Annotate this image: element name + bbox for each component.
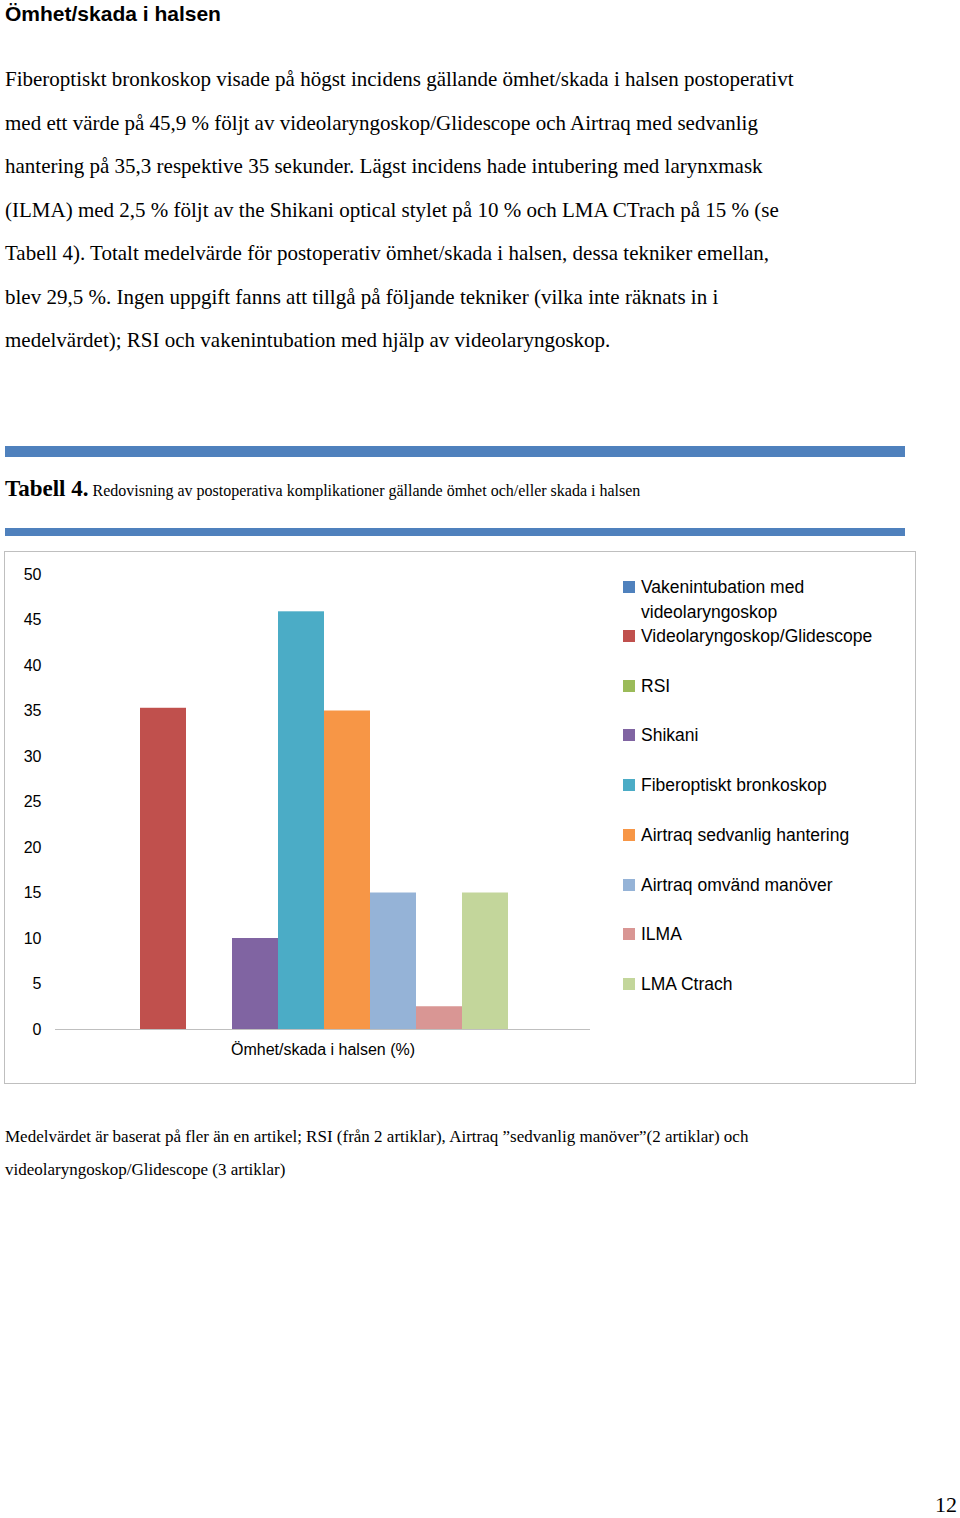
html-text:Tabell 4.Redovisning av postop: Tabell 4.Redovisning av postoperativa ko… [5,476,641,501]
html-text:RSI: RSI [641,675,671,696]
html-text:med ett värde på 45,9 % följt: med ett värde på 45,9 % följt av videola… [5,110,758,135]
svg-text:15: 15 [24,884,42,901]
html-text:medelvärdet); RSI och vakenint: medelvärdet); RSI och vakenintubation me… [5,328,611,352]
svg-text:Ömhet/skada i halsen (%): Ömhet/skada i halsen (%) [231,1041,415,1058]
html-text:(ILMA) med 2,5 % följt av the: (ILMA) med 2,5 % följt av the Shikani op… [5,197,779,222]
svg-text:0: 0 [33,1021,42,1038]
html-text:blev 29,5 %. Ingen uppgift fan: blev 29,5 %. Ingen uppgift fanns att til… [5,284,719,309]
html-text:Videolaryngoskop/Glidescope: Videolaryngoskop/Glidescope [641,626,873,646]
html-text:videolaryngoskop/Glidescope (3: videolaryngoskop/Glidescope (3 artiklar) [5,1160,286,1179]
html-text:Ömhet/skada i halsen: Ömhet/skada i halsen [5,2,221,25]
html-text:12: 12 [935,1492,957,1517]
html-text:ILMA: ILMA [641,924,682,945]
html-text:Fiberoptiskt bronkoskop: Fiberoptiskt bronkoskop [641,775,827,796]
svg-text:10: 10 [24,930,42,947]
svg-text:50: 50 [24,566,42,583]
html-text:Vakenintubation med videolaryn: Vakenintubation med videolaryngoskop [641,577,805,622]
svg-text:20: 20 [24,839,42,856]
html-text:Tabell 4). Totalt medelvärde f: Tabell 4). Totalt medelvärde för postope… [5,241,770,265]
svg-text:35: 35 [24,702,42,719]
html-text:Medelvärdet är baserat på fler: Medelvärdet är baserat på fler än en art… [5,1127,749,1146]
svg-text:40: 40 [24,657,42,674]
svg-text:30: 30 [24,748,42,765]
svg-text:45: 45 [24,611,42,628]
svg-text:25: 25 [24,793,42,810]
html-text:Shikani: Shikani [641,725,699,746]
html-text:LMA Ctrach: LMA Ctrach [641,973,733,994]
html-text:Airtraq omvänd manöver: Airtraq omvänd manöver [641,874,833,895]
svg-text:5: 5 [33,975,42,992]
html-text:Airtraq sedvanlig hantering: Airtraq sedvanlig hantering [641,824,850,845]
html-text:Fiberoptiskt bronkoskop visade: Fiberoptiskt bronkoskop visade på högst … [5,67,794,91]
html-text:hantering på 35,3 respektive 3: hantering på 35,3 respektive 35 sekunder… [5,154,763,178]
